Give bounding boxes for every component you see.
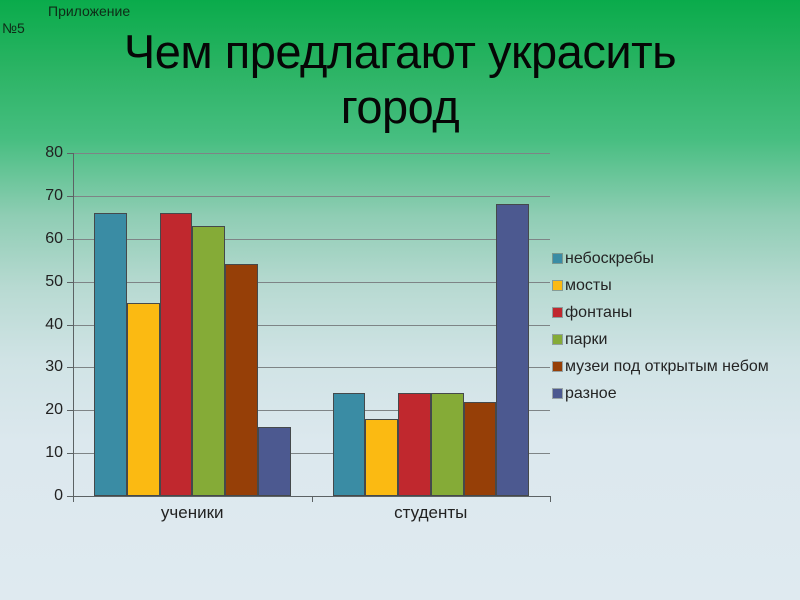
legend-swatch-icon [552,280,563,291]
x-axis-category-label: студенты [394,503,468,522]
chart-bar [159,213,193,496]
legend-label: фонтаны [565,304,633,321]
y-axis-line [73,153,74,496]
legend-swatch-icon [552,334,563,345]
legend-label: музеи под открытым небом [565,358,769,375]
legend-item: мосты [552,276,795,295]
y-axis-tick-label: 30 [45,358,63,376]
gridline [73,453,550,455]
legend-item: парки [552,330,795,349]
chart-bar [126,303,160,496]
gridline [73,367,550,369]
legend-item: музеи под открытым небом [552,357,795,376]
legend-item: разное [552,384,795,403]
legend-label: небоскребы [565,250,654,267]
legend-label: мосты [565,277,612,294]
y-axis-tick-label: 40 [45,315,63,333]
chart-legend: небоскребы мосты фонтаны парки музеи под отк… [552,249,795,411]
y-axis-tick [67,238,73,240]
appendix-line1: Приложение [48,3,131,19]
gridline [73,281,550,283]
legend-swatch-icon [552,361,563,372]
appendix-line2: №5 [2,20,25,36]
legend-label: парки [565,331,608,348]
x-axis-category-label: ученики [160,503,224,522]
gridline [73,238,550,240]
x-axis-tick [311,496,313,502]
y-axis-tick-label: 70 [45,186,63,204]
gridline [73,410,550,412]
chart-bar [430,393,464,496]
gridline [73,324,550,326]
legend-swatch-icon [552,253,563,264]
chart-bar [332,393,366,496]
gridline [73,153,550,154]
y-axis-tick [67,453,73,455]
y-axis-tick [67,153,73,154]
y-axis-tick [67,195,73,197]
y-axis-tick-label: 50 [45,272,63,290]
y-axis-tick-label: 80 [45,144,63,161]
chart-bar [257,427,291,496]
appendix-label: Приложение №5 [2,3,130,37]
slide-title: Чем предлагают украсить город [123,25,677,134]
x-axis-tick [550,496,551,502]
gridline [73,195,550,197]
y-axis-tick [67,496,73,497]
x-axis-tick [73,496,74,502]
legend-item: небоскребы [552,249,795,268]
chart-bar [463,401,497,496]
y-axis-tick-label: 10 [45,444,63,462]
y-axis-tick [67,281,73,283]
y-axis-tick [67,367,73,369]
y-axis-tick-label: 0 [54,487,63,504]
legend-label: разное [565,385,617,402]
legend-swatch-icon [552,388,563,399]
y-axis-tick-label: 20 [45,401,63,419]
chart-bar [496,204,529,496]
legend-swatch-icon [552,307,563,318]
y-axis-tick [67,410,73,412]
y-axis-tick [67,324,73,326]
chart-bar [365,418,398,496]
chart-bar [94,213,127,496]
y-axis-tick-label: 60 [45,229,63,247]
chart-bar [192,225,225,496]
legend-item: фонтаны [552,303,795,322]
chart-bar [225,264,258,496]
chart-bar [398,393,431,496]
